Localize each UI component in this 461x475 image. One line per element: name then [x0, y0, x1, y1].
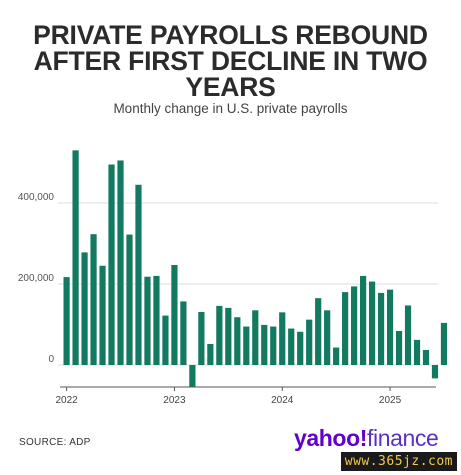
bar [306, 319, 313, 365]
bar [333, 347, 340, 365]
bar [189, 365, 196, 388]
bar [368, 281, 376, 365]
source-note: SOURCE: ADP [19, 437, 91, 448]
bar [279, 312, 286, 365]
bar [440, 322, 448, 365]
bar [81, 252, 88, 365]
title-line-3: YEARS [185, 72, 276, 102]
bar [162, 315, 169, 365]
bar [216, 305, 223, 365]
bar [99, 265, 106, 365]
bar [288, 328, 295, 365]
bar [342, 292, 349, 365]
bar [144, 276, 151, 365]
x-tick-label: 2024 [271, 395, 294, 406]
bar [377, 292, 385, 365]
bar [431, 365, 439, 379]
bar [386, 289, 394, 365]
bar [126, 234, 133, 365]
logo-finance: finance [367, 425, 439, 451]
bar [171, 264, 178, 365]
bar [360, 275, 367, 365]
watermark: www.365jz.com [340, 452, 457, 471]
bar [351, 286, 358, 365]
y-tick-label: 200,000 [18, 273, 55, 284]
bar [261, 324, 268, 365]
chart-subtitle: Monthly change in U.S. private payrolls [113, 101, 348, 116]
bar [234, 317, 241, 365]
bar [395, 330, 403, 365]
bar [243, 326, 250, 365]
bar [252, 310, 259, 365]
bar [225, 307, 232, 365]
x-tick-label: 2022 [55, 395, 78, 406]
bar [422, 350, 430, 365]
chart-title: PRIVATE PAYROLLS REBOUND AFTER FIRST DEC… [0, 20, 461, 102]
x-tick-label: 2025 [379, 395, 402, 406]
bar [297, 331, 304, 365]
yahoo-finance-logo: yahoo!finance [294, 425, 439, 452]
bar [207, 343, 214, 365]
y-tick-label: 400,000 [18, 192, 55, 203]
bar [198, 311, 205, 365]
bar [315, 298, 322, 365]
bar [72, 150, 79, 365]
logo-yahoo: yahoo! [294, 425, 367, 451]
bar [180, 301, 187, 365]
x-tick-label: 2023 [163, 395, 186, 406]
title-line-2: AFTER FIRST DECLINE IN TWO [33, 46, 428, 76]
bar [63, 277, 70, 365]
bar [108, 164, 115, 365]
bar [413, 339, 421, 365]
bar [324, 310, 331, 365]
bar [153, 275, 160, 365]
bar [270, 326, 277, 365]
title-line-1: PRIVATE PAYROLLS REBOUND [33, 20, 428, 50]
bar [135, 184, 142, 365]
bar [117, 160, 124, 365]
y-tick-label: 0 [48, 354, 54, 365]
bar [404, 305, 412, 365]
bar [90, 234, 97, 365]
